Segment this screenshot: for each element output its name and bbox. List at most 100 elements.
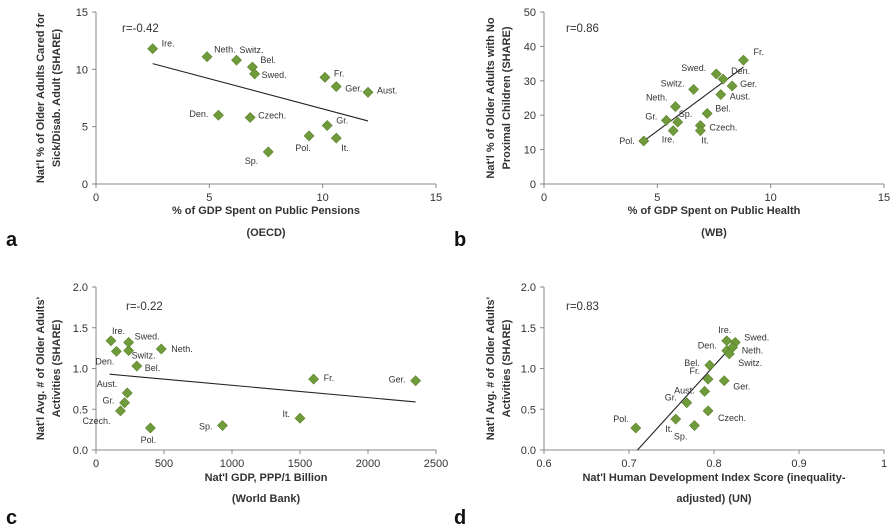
point-label: Switz. [132,351,156,361]
data-point [410,375,422,387]
data-point [147,43,159,55]
y-tick-label: 0.5 [73,404,88,416]
x-tick-label: 5 [206,192,212,204]
x-tick-label: 10 [765,192,777,204]
data-point [362,86,374,98]
data-point [726,80,738,92]
point-label: Fr. [324,373,335,383]
point-label: Ger. [389,375,406,385]
data-point [249,68,261,80]
point-label: Sp. [679,109,693,119]
panel-letter: b [454,229,466,251]
data-point [308,373,320,385]
x-tick-label: 2500 [424,458,448,470]
point-label: Neth. [214,45,236,55]
y-tick-label: 10 [76,64,88,76]
data-point [321,120,333,131]
point-label: It. [665,424,673,434]
data-point [721,335,733,347]
y-tick-label: 10 [524,145,536,157]
data-point [689,420,700,431]
point-label: Pol. [141,435,157,445]
data-point [110,345,122,357]
correlation-label: r=-0.42 [122,23,159,35]
y-axis-label: Proximal Children (SHARE) [501,26,513,169]
y-tick-label: 40 [524,41,536,53]
x-tick-label: 0 [93,458,99,470]
point-label: Sp. [199,422,213,432]
point-label: Czech. [82,416,110,426]
x-tick-label: 0.9 [791,458,806,470]
point-label: Neth. [171,344,193,354]
data-point [303,130,315,142]
data-point [330,132,342,144]
data-point [121,387,133,399]
data-point [681,397,693,409]
x-tick-label: 5 [654,192,660,204]
chart-panel-b: 0 5 10 15 0 10 20 30 40 50 Fr. Swed. Den. Ger. Switz. A… [454,7,890,251]
data-point [105,335,117,347]
point-label: Ger. [740,79,757,89]
point-label: Sp. [245,156,259,166]
x-axis-label: % of GDP Spent on Public Health [628,205,801,217]
y-tick-label: 20 [524,110,536,122]
point-label: Switz. [240,45,264,55]
point-label: Ire. [718,325,731,335]
x-axis-label: % of GDP Spent on Public Pensions [172,205,360,217]
y-tick-label: 1.0 [521,364,536,376]
data-point [702,373,714,385]
y-tick-label: 30 [524,76,536,88]
data-point [201,51,213,63]
data-point [131,360,143,372]
point-label: Ire. [662,135,675,145]
point-label: Aust. [377,85,398,95]
data-point [738,54,749,66]
data-point [262,146,274,158]
point-label: Fr. [753,47,764,57]
x-axis-label: (WB) [701,227,727,239]
data-point [672,116,684,128]
point-label: Den. [731,66,750,76]
data-point [704,359,716,371]
trend-line [109,373,416,403]
point-label: Czech. [718,413,746,423]
y-axis-label: Nat'l % of Older Adults Cared for [35,12,47,183]
y-axis-label: Activities (SHARE) [51,319,63,417]
point-label: Pol. [613,414,629,424]
point-label: Aust. [674,385,695,395]
point-label: Sp. [674,432,688,442]
point-label: Den. [698,341,717,351]
x-tick-label: 15 [430,192,442,204]
point-label: It. [341,143,349,153]
panel-letter: a [6,229,18,251]
y-tick-label: 0.0 [73,445,88,457]
x-tick-label: 500 [155,458,173,470]
data-point [702,405,714,417]
data-point [115,405,126,417]
data-point [630,422,642,434]
data-point [699,385,711,397]
point-label: Gr. [645,111,657,121]
data-point [319,71,331,83]
y-tick-label: 1.5 [73,323,88,335]
x-tick-label: 1500 [288,458,312,470]
panel-letter: c [6,507,17,529]
y-tick-label: 15 [76,7,88,19]
point-label: Switz. [661,78,685,88]
point-label: Swed. [262,70,287,80]
data-point [144,422,156,434]
data-point [244,112,256,123]
x-axis-label: Nat'l Human Development Index Score (ine… [582,472,845,484]
point-label: Czech. [709,123,737,133]
y-tick-label: 1.5 [521,323,536,335]
data-point [694,125,706,137]
y-axis-label: Nat'l % of Older Adults with No [485,17,497,178]
y-tick-label: 2.0 [73,282,88,294]
point-label: Czech. [258,110,286,120]
y-tick-label: 1.0 [73,364,88,376]
point-label: Den. [95,356,114,366]
x-tick-label: 2000 [356,458,380,470]
point-label: Den. [189,109,208,119]
point-label: Neth. [742,345,764,355]
